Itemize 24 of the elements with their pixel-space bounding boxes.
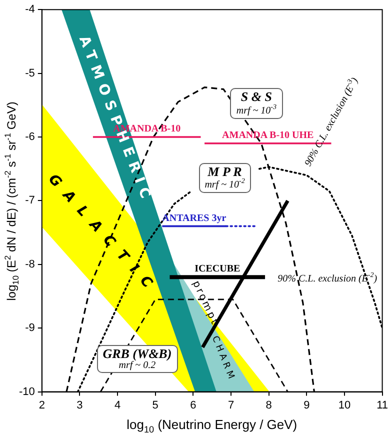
x-tick-label: 7 bbox=[228, 399, 234, 412]
y-tick-label: -9 bbox=[25, 322, 35, 334]
y-tick-label: -4 bbox=[25, 4, 35, 16]
x-tick-label: 9 bbox=[304, 399, 310, 412]
x-tick-label: 6 bbox=[190, 399, 196, 412]
y-tick-label: -10 bbox=[18, 386, 35, 398]
x-tick-label: 4 bbox=[114, 399, 121, 412]
x-axis-title: log$_{10}$ (Neutrino Energy / GeV) bbox=[126, 417, 298, 435]
x-tick-label: 8 bbox=[266, 399, 272, 412]
annotation: M P R mrf ~ 10$^{-2}$ bbox=[204, 164, 245, 192]
annotation: S & S mrf ~ 10$^{-3}$ bbox=[236, 89, 276, 117]
x-tick-label: 5 bbox=[152, 399, 158, 412]
x-tick-label: 3 bbox=[76, 399, 83, 412]
y-tick-label: -7 bbox=[25, 194, 35, 207]
y-tick-label: -5 bbox=[25, 67, 35, 80]
x-tick-label: 10 bbox=[338, 399, 351, 412]
y-tick-label: -8 bbox=[25, 258, 35, 270]
x-tick-label: 11 bbox=[376, 399, 388, 412]
series-label: AMANDA B-10 UHE bbox=[222, 130, 314, 141]
series-label: ANTARES 3yr bbox=[162, 212, 227, 224]
series-label: ICECUBE bbox=[194, 264, 240, 275]
y-tick-label: -6 bbox=[25, 131, 35, 144]
x-tick-label: 2 bbox=[38, 399, 45, 412]
annotation: GRB (W&B) mrf ~ 0.2 bbox=[102, 346, 172, 372]
